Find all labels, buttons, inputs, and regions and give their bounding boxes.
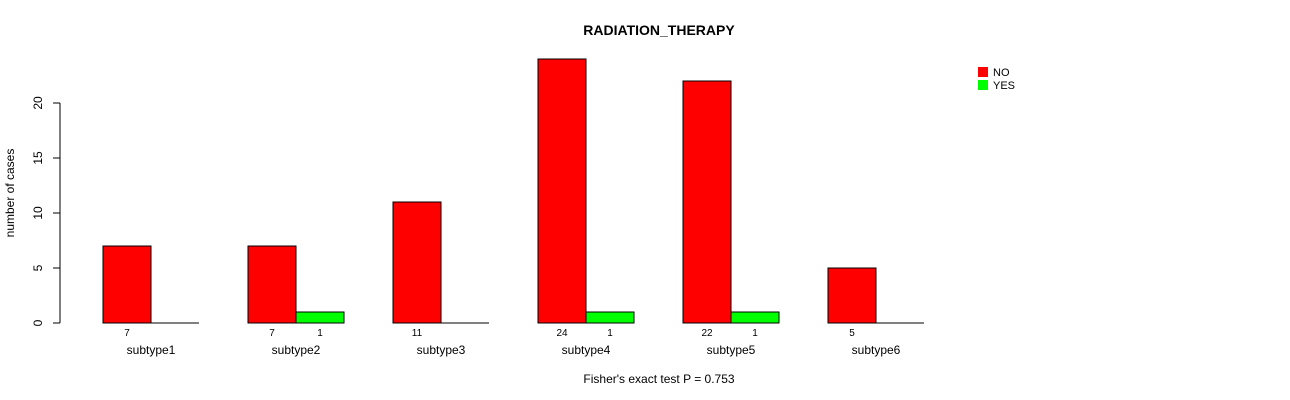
bar-no-subtype3	[392, 201, 442, 324]
y-tick-label: 15	[31, 151, 45, 165]
category-labels: subtype1 subtype2 subtype3 subtype4 subtype5…	[127, 343, 901, 357]
y-tick-label: 10	[31, 206, 45, 220]
legend-swatch-yes	[978, 80, 988, 90]
bar-no-subtype5	[682, 80, 732, 324]
bar-data-label: 22	[701, 328, 713, 339]
bar-yes-subtype4	[585, 311, 635, 324]
bar-data-label: 11	[412, 328, 423, 339]
chart-title: RADIATION_THERAPY	[583, 22, 735, 38]
y-tick-label: 0	[31, 319, 45, 326]
bar-yes-subtype5	[730, 311, 780, 324]
legend-swatch-no	[978, 67, 988, 77]
category-label: subtype2	[272, 343, 321, 357]
legend-label-no: NO	[993, 67, 1010, 79]
legend-label-yes: YES	[993, 80, 1015, 92]
category-label: subtype3	[417, 343, 466, 357]
bar-no-subtype6	[827, 267, 877, 324]
category-label: subtype4	[562, 343, 611, 357]
bar-data-label: 7	[269, 328, 275, 339]
bar-data-label: 5	[849, 328, 855, 339]
fisher-test-caption: Fisher's exact test P = 0.753	[583, 372, 734, 386]
category-label: subtype1	[127, 343, 176, 357]
y-tick-label: 20	[31, 96, 45, 110]
y-axis-label: number of cases	[3, 149, 17, 238]
category-label: subtype6	[852, 343, 901, 357]
category-label: subtype5	[707, 343, 756, 357]
bar-data-label: 1	[607, 328, 613, 339]
bar-no-subtype4	[537, 58, 587, 324]
data-labels: 7 7 1 11 24 1 22 1 5	[124, 328, 855, 339]
bar-no-subtype1	[102, 245, 152, 324]
y-axis-ticks: 0 5 10 15 20	[31, 96, 60, 326]
bar-data-label: 1	[317, 328, 323, 339]
bars	[102, 58, 877, 324]
bar-no-subtype2	[247, 245, 297, 324]
bar-data-label: 7	[124, 328, 130, 339]
bar-data-label: 1	[752, 328, 758, 339]
bar-yes-subtype2	[295, 311, 345, 324]
y-tick-label: 5	[31, 264, 45, 271]
bar-data-label: 24	[556, 328, 568, 339]
